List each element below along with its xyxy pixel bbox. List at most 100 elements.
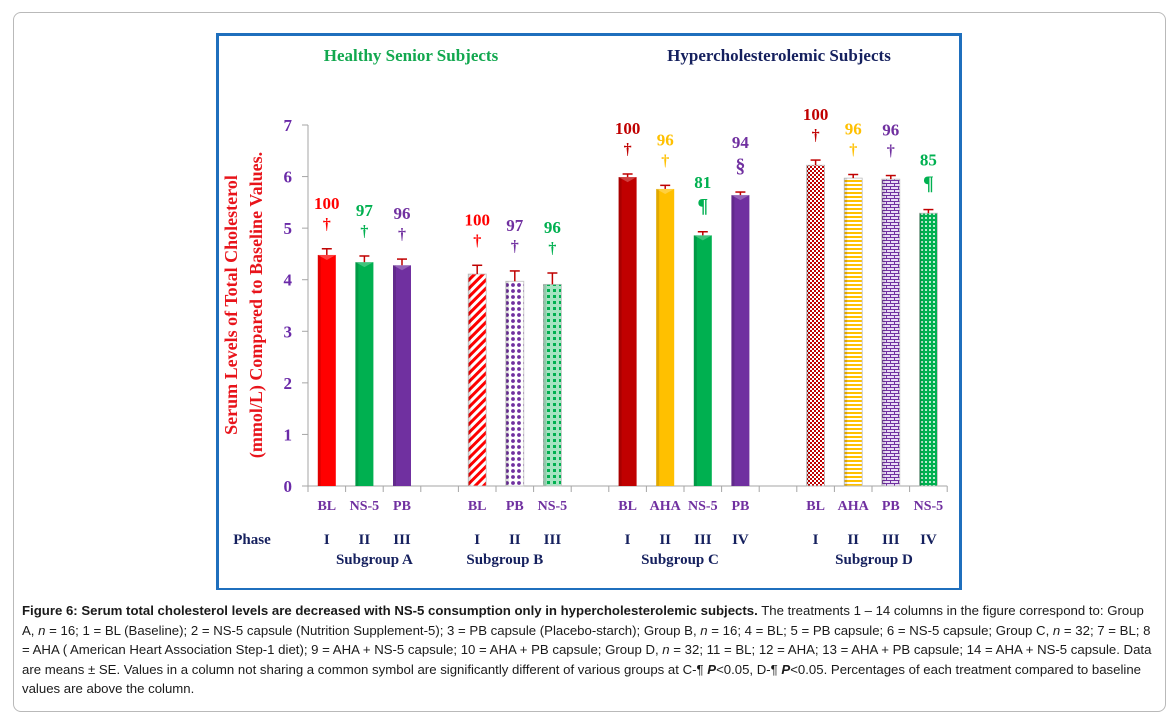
percent-label: 100: [615, 119, 641, 138]
bar-shade: [731, 195, 735, 486]
bar-cap-highlight: [656, 188, 675, 194]
bar-shade: [881, 179, 885, 486]
bar-shade: [806, 165, 810, 486]
significance-symbol: †: [887, 143, 895, 160]
significance-symbol: †: [473, 232, 481, 249]
phase-numeral: II: [509, 532, 521, 548]
bar-cap-highlight: [731, 195, 750, 201]
x-tick-label: NS-5: [914, 499, 944, 514]
bar-subgroup-c-bl: [618, 177, 637, 486]
figure-frame: [216, 33, 962, 590]
phase-label: Phase: [233, 532, 271, 548]
phase-numeral: I: [813, 532, 819, 548]
x-tick-label: BL: [468, 499, 487, 514]
phase-numeral: II: [659, 532, 671, 548]
significance-symbol: †: [548, 240, 556, 257]
y-tick-label: 0: [284, 477, 293, 496]
x-tick-label: PB: [506, 499, 524, 514]
percent-label: 96: [657, 130, 674, 149]
figure-frame-border: [216, 588, 962, 590]
significance-symbol: †: [849, 142, 857, 159]
x-tick-label: NS-5: [538, 499, 568, 514]
percent-label: 85: [920, 151, 937, 170]
bar-shade: [844, 178, 848, 486]
phase-numeral: I: [625, 532, 631, 548]
x-tick-label: AHA: [838, 499, 870, 514]
bar-cap-highlight: [317, 254, 336, 260]
title-healthy-seniors: Healthy Senior Subjects: [324, 46, 499, 65]
bar-shade: [656, 188, 660, 486]
bar-shade: [618, 177, 622, 486]
bar-subgroup-a-ns-5: [355, 262, 374, 486]
bar-subgroup-a-pb: [393, 265, 411, 486]
y-tick-label: 2: [284, 374, 293, 393]
significance-symbol: ¶: [697, 195, 708, 217]
significance-symbol: †: [360, 223, 368, 240]
percent-label: 96: [394, 204, 411, 223]
phase-numeral: III: [393, 532, 411, 548]
significance-symbol: ¶: [923, 173, 934, 195]
significance-symbol: †: [661, 152, 669, 169]
phase-numeral: I: [474, 532, 480, 548]
bar-subgroup-c-ns-5: [693, 235, 712, 486]
percent-label: 96: [882, 121, 899, 140]
significance-symbol: †: [323, 216, 331, 233]
significance-symbol: †: [812, 127, 820, 144]
y-tick-label: 5: [284, 219, 293, 238]
phase-numeral: III: [882, 532, 900, 548]
subgroup-label: Subgroup B: [466, 552, 543, 568]
bar-shade: [505, 281, 509, 486]
y-tick-label: 4: [284, 271, 293, 290]
x-tick-label: PB: [731, 499, 749, 514]
x-tick-label: BL: [317, 499, 336, 514]
bar-shade: [468, 274, 472, 486]
significance-symbol: †: [624, 141, 632, 158]
x-tick-label: PB: [882, 499, 900, 514]
percent-label: 100: [314, 194, 340, 213]
x-tick-label: BL: [618, 499, 637, 514]
phase-numeral: IV: [732, 532, 749, 548]
y-axis-label-line2: (mmol/L) Compared to Baseline Values.: [246, 152, 267, 458]
bar-chart: Healthy Senior Subjects Hypercholesterol…: [221, 46, 948, 568]
x-tick-label: AHA: [650, 499, 682, 514]
percent-label: 97: [506, 216, 524, 235]
y-tick-label: 3: [284, 322, 293, 341]
bar-shade: [693, 235, 697, 486]
title-hypercholesterolemic: Hypercholesterolemic Subjects: [667, 46, 891, 65]
phase-numeral: III: [544, 532, 562, 548]
phase-numeral: IV: [920, 532, 937, 548]
percent-label: 97: [356, 201, 374, 220]
percent-label: 100: [464, 210, 490, 229]
percent-label: 100: [803, 105, 829, 124]
caption-title: Figure 6: Serum total cholesterol levels…: [22, 603, 758, 618]
x-tick-label: NS-5: [350, 499, 380, 514]
significance-symbol: †: [511, 238, 519, 255]
percent-label: 94: [732, 133, 750, 152]
percent-label: 96: [544, 218, 561, 237]
bar-shade: [317, 254, 321, 486]
percent-label: 96: [845, 120, 862, 139]
significance-symbol: †: [398, 226, 406, 243]
significance-symbol: §: [735, 155, 745, 177]
y-axis-label-line1: Serum Levels of Total Cholesterol: [221, 175, 241, 435]
y-tick-label: 7: [284, 116, 293, 135]
bar-shade: [355, 262, 359, 486]
bar-subgroup-c-aha: [656, 188, 675, 486]
bar-shade: [543, 284, 547, 486]
bar-subgroup-c-pb: [731, 195, 750, 486]
bar-cap-highlight: [355, 262, 374, 268]
y-tick-label: 6: [284, 168, 293, 187]
bar-cap-highlight: [618, 177, 637, 183]
bar-cap-highlight: [393, 265, 411, 271]
percent-label: 81: [694, 173, 711, 192]
x-tick-label: PB: [393, 499, 411, 514]
bar-cap-highlight: [693, 235, 712, 241]
subgroup-label: Subgroup C: [641, 552, 719, 568]
subgroup-label: Subgroup A: [336, 552, 413, 568]
bar-subgroup-a-bl: [317, 254, 336, 486]
figure-caption: Figure 6: Serum total cholesterol levels…: [22, 603, 1152, 697]
phase-numeral: III: [694, 532, 712, 548]
bar-shade: [919, 213, 923, 487]
phase-numeral: II: [359, 532, 371, 548]
subgroup-label: Subgroup D: [835, 552, 913, 568]
